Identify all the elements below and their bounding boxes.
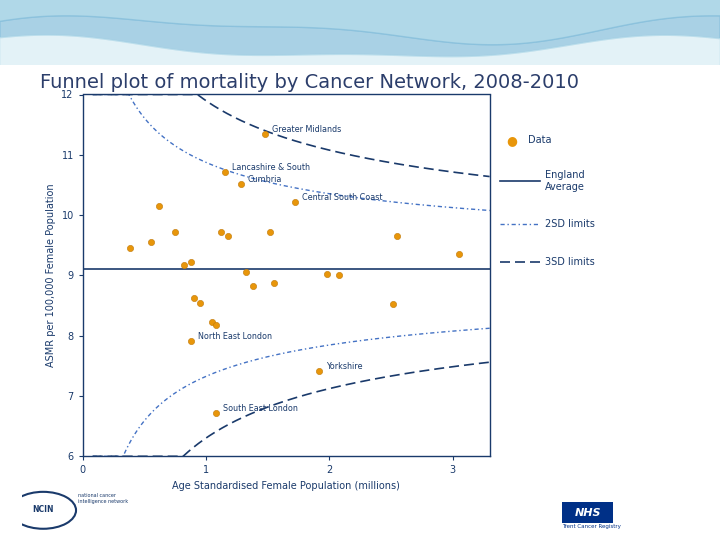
- Text: ●: ●: [506, 134, 517, 147]
- Text: Central South Coast: Central South Coast: [302, 193, 382, 202]
- Text: Yorkshire: Yorkshire: [326, 362, 363, 372]
- Text: South East London: South East London: [223, 404, 298, 414]
- X-axis label: Age Standardised Female Population (millions): Age Standardised Female Population (mill…: [172, 481, 400, 491]
- Text: NCIN: NCIN: [32, 505, 54, 514]
- Text: Trent Cancer Registry: Trent Cancer Registry: [562, 524, 621, 529]
- Y-axis label: ASMR per 100,000 Female Population: ASMR per 100,000 Female Population: [46, 184, 56, 367]
- Text: Cumbria: Cumbria: [248, 176, 282, 184]
- Text: 2SD limits: 2SD limits: [545, 219, 595, 229]
- Text: NHS: NHS: [575, 508, 600, 518]
- Text: national cancer
intelligence network: national cancer intelligence network: [78, 492, 128, 503]
- Text: Funnel plot of mortality by Cancer Network, 2008-2010: Funnel plot of mortality by Cancer Netwo…: [40, 73, 579, 92]
- Text: Lancashire & South: Lancashire & South: [232, 163, 310, 172]
- Text: North East London: North East London: [198, 332, 272, 341]
- FancyBboxPatch shape: [562, 502, 613, 523]
- Text: Data: Data: [528, 136, 552, 145]
- Text: England
Average: England Average: [545, 170, 585, 192]
- Text: 3SD limits: 3SD limits: [545, 257, 595, 267]
- Text: Greater Midlands: Greater Midlands: [272, 125, 341, 134]
